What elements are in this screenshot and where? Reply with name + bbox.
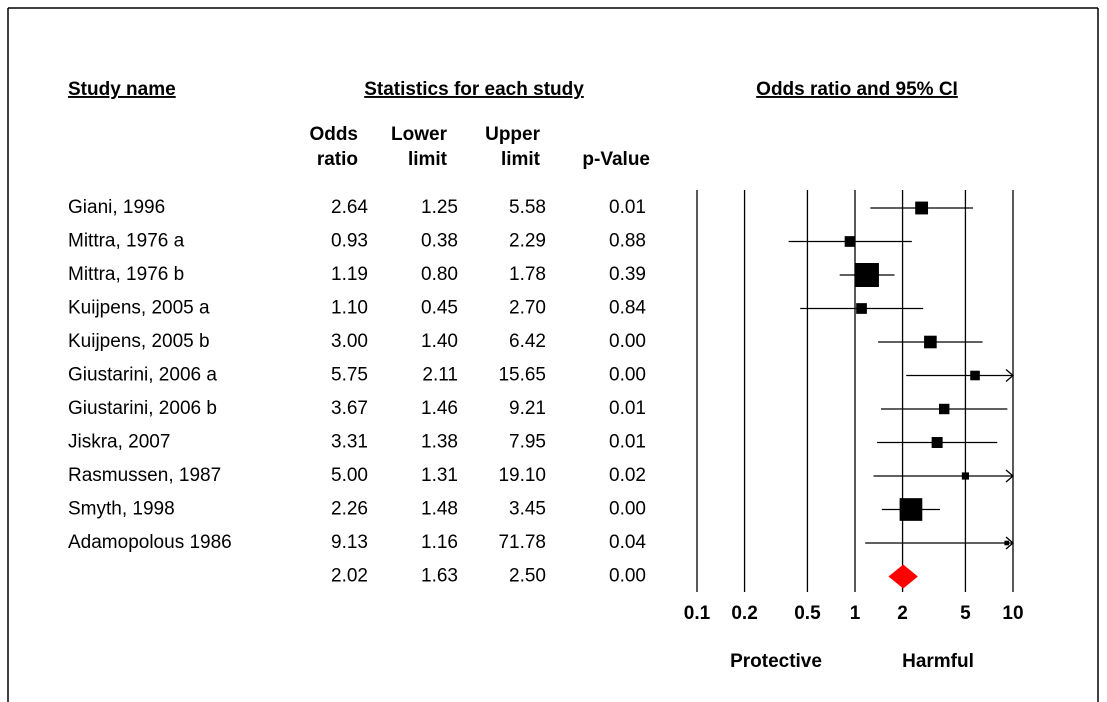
statistics-header: Statistics for each study bbox=[364, 79, 584, 100]
odds-ratio-marker bbox=[856, 303, 867, 314]
odds-ratio-marker bbox=[970, 370, 980, 381]
cell-value: 1.31 bbox=[421, 465, 458, 486]
cell-value: 7.95 bbox=[509, 432, 546, 453]
study-name: Kuijpens, 2005 a bbox=[68, 298, 210, 319]
cell-value: 5.75 bbox=[331, 365, 368, 386]
cell-value: 0.38 bbox=[421, 231, 458, 252]
arrowhead bbox=[1005, 469, 1014, 483]
column-header: p-Value bbox=[582, 149, 650, 170]
cell-value: 19.10 bbox=[498, 465, 546, 486]
x-tick-label: 5 bbox=[960, 603, 971, 624]
cell-value: 1.10 bbox=[331, 298, 368, 319]
cell-value: 0.02 bbox=[609, 465, 646, 486]
study-header: Study name bbox=[68, 79, 176, 100]
column-header: Upper limit bbox=[485, 124, 541, 170]
column-header: Lower limit bbox=[391, 124, 448, 170]
cell-value: 5.00 bbox=[331, 465, 368, 486]
study-name: Smyth, 1998 bbox=[68, 499, 175, 520]
annotation: Protective bbox=[730, 651, 822, 672]
odds-ratio-marker bbox=[931, 437, 943, 448]
study-name: Mittra, 1976 b bbox=[68, 264, 184, 285]
cell-value: 1.19 bbox=[331, 264, 368, 285]
cell-value: 3.00 bbox=[331, 331, 368, 352]
arrowhead bbox=[1005, 536, 1014, 550]
cell-value: 1.25 bbox=[421, 197, 458, 218]
cell-value: 1.38 bbox=[421, 432, 458, 453]
study-name: Giani, 1996 bbox=[68, 197, 165, 218]
cell-value: 2.29 bbox=[509, 231, 546, 252]
cell-value: 2.11 bbox=[422, 365, 458, 386]
cell-value: 9.21 bbox=[509, 398, 546, 419]
odds-ratio-marker bbox=[854, 262, 879, 288]
cell-value: 0.80 bbox=[421, 264, 458, 285]
odds-ratio-marker bbox=[899, 498, 923, 521]
cell-value: 2.26 bbox=[331, 499, 368, 520]
x-tick-label: 2 bbox=[897, 603, 908, 624]
odds-ratio-marker bbox=[1004, 540, 1010, 546]
cell-value: 0.00 bbox=[609, 331, 646, 352]
cell-value: 0.00 bbox=[609, 566, 646, 587]
plot-header: Odds ratio and 95% CI bbox=[756, 79, 958, 100]
cell-value: 0.88 bbox=[609, 231, 646, 252]
odds-ratio-marker bbox=[924, 335, 937, 349]
cell-value: 2.64 bbox=[331, 197, 368, 218]
cell-value: 0.39 bbox=[609, 264, 646, 285]
cell-value: 0.04 bbox=[609, 532, 646, 553]
cell-value: 71.78 bbox=[498, 532, 546, 553]
cell-value: 0.00 bbox=[609, 499, 646, 520]
cell-value: 1.16 bbox=[421, 532, 458, 553]
study-name: Giustarini, 2006 a bbox=[68, 365, 217, 386]
odds-ratio-marker bbox=[844, 236, 856, 247]
cell-value: 3.67 bbox=[331, 398, 368, 419]
annotation: Harmful bbox=[902, 651, 974, 672]
cell-value: 0.84 bbox=[609, 298, 646, 319]
odds-ratio-marker bbox=[961, 472, 970, 480]
cell-value: 0.93 bbox=[331, 231, 368, 252]
arrowhead bbox=[1005, 369, 1014, 382]
x-tick-label: 1 bbox=[850, 603, 861, 624]
study-name: Mittra, 1976 a bbox=[68, 231, 185, 252]
cell-value: 1.46 bbox=[421, 398, 458, 419]
cell-value: 0.00 bbox=[609, 365, 646, 386]
cell-value: 1.40 bbox=[421, 331, 458, 352]
study-name: Jiskra, 2007 bbox=[68, 432, 170, 453]
x-tick-label: 0.1 bbox=[684, 603, 711, 624]
cell-value: 0.01 bbox=[609, 197, 646, 218]
study-name: Rasmussen, 1987 bbox=[68, 465, 221, 486]
cell-value: 2.50 bbox=[509, 566, 546, 587]
x-tick-label: 0.5 bbox=[794, 603, 821, 624]
odds-ratio-marker bbox=[915, 201, 929, 215]
study-name: Kuijpens, 2005 b bbox=[68, 331, 210, 352]
study-name: Giustarini, 2006 b bbox=[68, 398, 217, 419]
cell-value: 1.63 bbox=[421, 566, 458, 587]
x-tick-label: 0.2 bbox=[731, 603, 757, 624]
column-header: Odds ratio bbox=[309, 124, 358, 170]
cell-value: 6.42 bbox=[509, 331, 546, 352]
x-tick-label: 10 bbox=[1002, 603, 1023, 624]
cell-value: 3.45 bbox=[509, 499, 546, 520]
cell-value: 5.58 bbox=[509, 197, 546, 218]
odds-ratio-marker bbox=[939, 403, 950, 415]
cell-value: 0.45 bbox=[421, 298, 458, 319]
cell-value: 15.65 bbox=[498, 365, 546, 386]
study-name: Adamopolous 1986 bbox=[68, 532, 232, 553]
cell-value: 2.02 bbox=[331, 566, 368, 587]
cell-value: 3.31 bbox=[331, 432, 368, 453]
cell-value: 1.78 bbox=[509, 264, 546, 285]
summary-diamond bbox=[888, 564, 918, 589]
cell-value: 0.01 bbox=[609, 432, 646, 453]
cell-value: 1.48 bbox=[421, 499, 458, 520]
cell-value: 0.01 bbox=[609, 398, 646, 419]
cell-value: 2.70 bbox=[509, 298, 546, 319]
cell-value: 9.13 bbox=[331, 532, 368, 553]
